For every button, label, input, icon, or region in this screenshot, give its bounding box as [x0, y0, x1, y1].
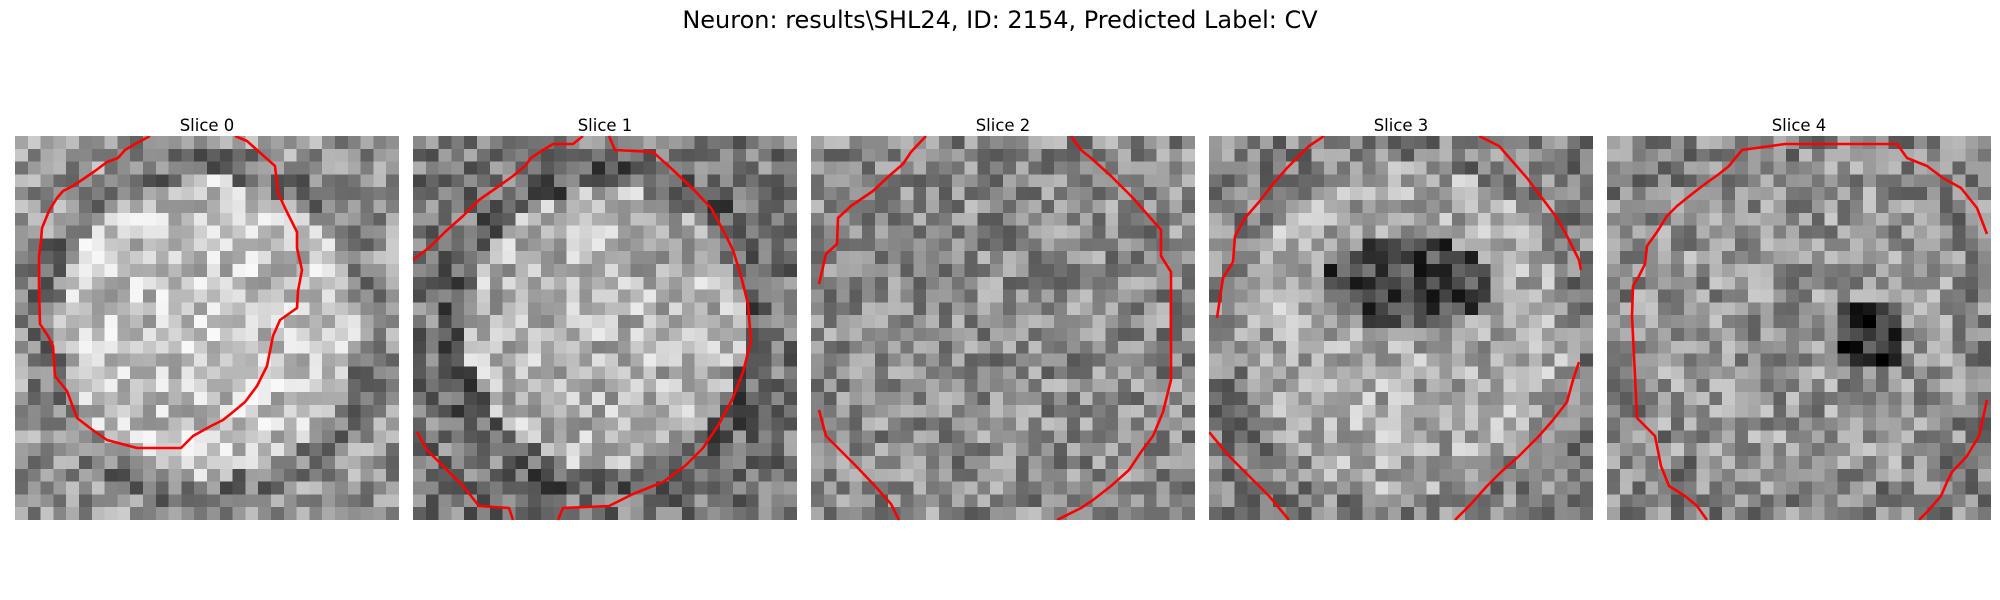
contour-line [1478, 136, 1583, 271]
contour-line [1056, 136, 1173, 520]
slice-image [413, 136, 797, 520]
contour-line [817, 136, 927, 285]
slice-title: Slice 1 [577, 116, 633, 135]
contour-overlay [1209, 136, 1583, 520]
slice-image [15, 136, 399, 520]
slice-image [811, 136, 1195, 520]
contour-line [1209, 431, 1290, 520]
contour-line [1215, 136, 1325, 319]
contour-overlay [1630, 142, 1989, 520]
contour-line [817, 409, 901, 520]
contour-line [37, 136, 304, 450]
contour-overlay [413, 136, 753, 520]
contour-line [1630, 142, 1989, 520]
contour-line [1918, 399, 1989, 520]
slice-pixels [1209, 136, 1593, 520]
slice-title: Slice 0 [179, 116, 235, 135]
figure-title: Neuron: results\SHL24, ID: 2154, Predict… [682, 6, 1318, 34]
slice-image [1209, 136, 1593, 520]
slice-title: Slice 4 [1771, 116, 1827, 135]
slice-pixels [413, 136, 797, 520]
contour-line [413, 136, 584, 262]
contour-overlay [37, 136, 304, 450]
slice-pixels [15, 136, 399, 520]
contour-line [1454, 361, 1581, 520]
slice-title: Slice 3 [1373, 116, 1429, 135]
slice-image [1607, 136, 1991, 520]
contour-overlay [817, 136, 1173, 520]
contour-line [415, 431, 515, 520]
slice-pixels [811, 136, 1195, 520]
slice-title: Slice 2 [975, 116, 1031, 135]
contour-line [556, 136, 753, 520]
slice-pixels [1607, 136, 1991, 520]
